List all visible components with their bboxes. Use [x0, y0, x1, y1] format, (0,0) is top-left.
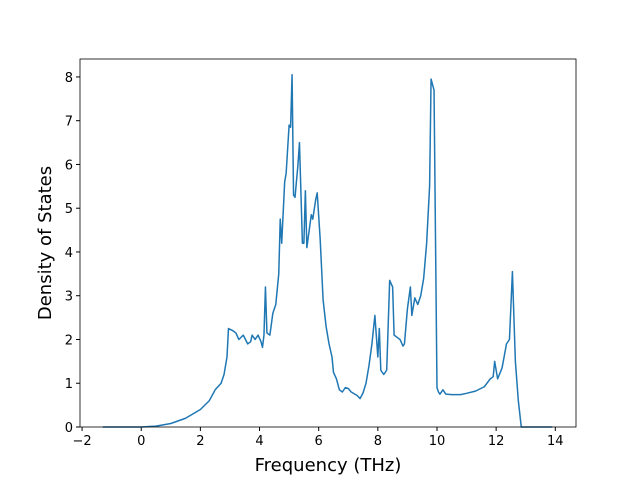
x-tick-label: 14	[547, 434, 564, 449]
x-tick-label: 0	[137, 434, 145, 449]
y-tick-label: 1	[65, 377, 73, 392]
x-tick-label: 4	[255, 434, 263, 449]
y-tick-label: 8	[65, 71, 73, 86]
x-axis-label: Frequency (THz)	[255, 455, 402, 476]
y-tick-label: 3	[65, 290, 73, 305]
y-axis-label: Density of States	[35, 166, 56, 320]
y-tick-label: 7	[65, 115, 73, 130]
line-series	[102, 74, 553, 428]
x-tick-label: 2	[196, 434, 204, 449]
x-tick-label: 6	[315, 434, 323, 449]
x-tick-label: −2	[72, 434, 91, 449]
y-tick-label: 2	[65, 333, 73, 348]
x-tick-label: 8	[374, 434, 382, 449]
plot-frame	[79, 58, 577, 428]
y-tick-label: 5	[65, 202, 73, 217]
x-tick-label: 12	[488, 434, 505, 449]
y-tick-label: 6	[65, 158, 73, 173]
y-tick-label: 4	[65, 246, 73, 261]
x-tick-label: 10	[429, 434, 446, 449]
y-tick-label: 0	[65, 421, 73, 436]
